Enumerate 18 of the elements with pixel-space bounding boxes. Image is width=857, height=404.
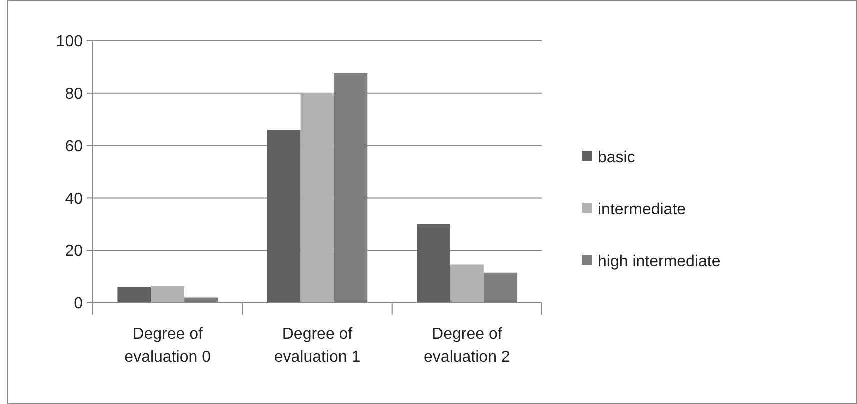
y-tick-label: 20 [65, 243, 84, 260]
y-tick-label: 60 [65, 138, 84, 156]
y-tick-label: 40 [65, 190, 84, 208]
legend-label: high intermediate [598, 254, 721, 271]
legend-label: intermediate [598, 202, 686, 219]
bar [417, 224, 450, 303]
x-tick-label: Degree of evaluation 2 [424, 326, 510, 366]
y-tick-label: 0 [74, 296, 84, 313]
bar [300, 93, 334, 303]
y-tick-label: 80 [65, 86, 84, 103]
bar [118, 287, 152, 303]
x-tick-label: Degree of evaluation 0 [124, 326, 212, 366]
bar [151, 286, 185, 303]
legend-label: basic [598, 150, 636, 167]
bar [267, 130, 301, 303]
y-tick-label: 100 [56, 34, 84, 51]
bar [450, 264, 484, 303]
x-tick-label: Degree of evaluation 1 [274, 326, 361, 366]
